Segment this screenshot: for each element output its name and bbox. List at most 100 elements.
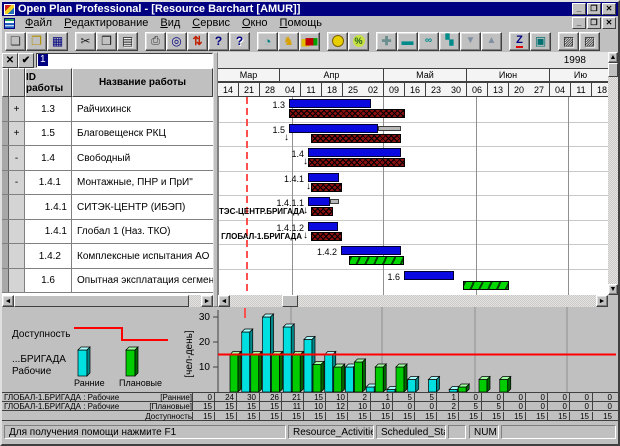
gantt-early-bar[interactable] xyxy=(341,246,401,255)
edit-input[interactable]: 1 xyxy=(36,52,213,68)
accept-edit-button[interactable]: ✔ xyxy=(18,52,34,68)
task-row-1.3[interactable]: +1.3 Райчихинск xyxy=(2,97,213,122)
percent-button[interactable]: % xyxy=(348,31,369,51)
minimize-button[interactable]: _ xyxy=(572,3,586,15)
left-hscrollbar-right-arrow[interactable]: ► xyxy=(201,295,213,307)
task-row-1.6[interactable]: 1.6 Опытная эксплатация сегмента xyxy=(2,269,213,293)
gantt-baseline-bar[interactable] xyxy=(308,158,405,167)
print-button[interactable]: ⎙ xyxy=(145,31,166,51)
name-column-header[interactable]: Название работы xyxy=(72,68,213,97)
pane-splitter[interactable] xyxy=(213,52,218,307)
task-row-1.4.2[interactable]: 1.4.2 Комплексные испытания АО xyxy=(2,244,213,269)
task-row-1.4[interactable]: -1.4 Свободный xyxy=(2,146,213,171)
status-view-name: Resource_Activities xyxy=(288,425,374,439)
resource-value-cell: 15 xyxy=(347,411,369,421)
row-header-cell[interactable] xyxy=(2,122,9,145)
gantt-early-bar[interactable] xyxy=(308,222,338,231)
link-bars-button[interactable]: ▚ xyxy=(439,31,460,51)
gantt-hscrollbar-track[interactable] xyxy=(218,295,608,307)
vscrollbar-down-arrow[interactable]: ▼ xyxy=(608,284,618,295)
child-restore-button[interactable]: ❐ xyxy=(587,17,601,29)
row-header-cell[interactable] xyxy=(2,171,9,194)
add-plus-button[interactable]: ✚ xyxy=(376,31,397,51)
task-row-1.4.1[interactable]: 1.4.1 СИТЭК-ЦЕНТР (ИБЭП) xyxy=(2,195,213,220)
row-header-cell[interactable] xyxy=(2,244,9,268)
expander-cell[interactable]: + xyxy=(9,122,25,145)
vscrollbar-track[interactable] xyxy=(608,52,618,295)
screen-view-icon: ▣ xyxy=(534,34,547,48)
resource-value-cell: 15 xyxy=(325,411,347,421)
gantt-early-bar[interactable] xyxy=(308,173,339,182)
expander-cell[interactable] xyxy=(9,220,25,243)
gantt-baseline-bar[interactable] xyxy=(311,232,342,241)
cut-scissors-button[interactable]: ✂ xyxy=(75,31,96,51)
gantt-baseline-bar[interactable] xyxy=(349,256,404,265)
row-header-cell[interactable] xyxy=(2,195,9,219)
id-column-header[interactable]: ID работы xyxy=(25,68,72,97)
gantt-baseline-bar[interactable] xyxy=(311,207,333,216)
resource-value-cell: 10 xyxy=(370,402,392,412)
row-header-cell[interactable] xyxy=(2,97,9,121)
time-analysis-clock-button[interactable]: ◔ xyxy=(257,31,278,51)
cost-barchart-button[interactable]: ▅ xyxy=(299,31,320,51)
gantt-baseline-bar[interactable] xyxy=(311,183,342,192)
gantt-hscrollbar-thumb[interactable] xyxy=(282,295,298,307)
update-arrows-button[interactable]: ⇅ xyxy=(187,31,208,51)
save-floppy-button[interactable]: ▦ xyxy=(47,31,68,51)
expander-cell[interactable]: - xyxy=(9,146,25,170)
screen-view-button[interactable]: ▣ xyxy=(530,31,551,51)
title-bar[interactable]: Open Plan Professional - [Resource Barch… xyxy=(2,2,618,16)
sort-z-button[interactable]: Z xyxy=(509,31,530,51)
row-header-cell[interactable] xyxy=(2,146,9,170)
gantt-baseline-bar[interactable] xyxy=(463,281,509,290)
coin-button[interactable] xyxy=(327,31,348,51)
gantt-hscrollbar-right-arrow[interactable]: ► xyxy=(596,295,608,307)
restore-button[interactable]: ❐ xyxy=(587,3,601,15)
resource-bird-button[interactable]: ♞ xyxy=(278,31,299,51)
left-hscrollbar-left-arrow[interactable]: ◄ xyxy=(2,295,14,307)
expander-cell[interactable] xyxy=(9,269,25,292)
gantt-early-bar[interactable] xyxy=(289,124,378,133)
remove-minus-button[interactable]: ▬ xyxy=(397,31,418,51)
gantt-hscrollbar-left-arrow[interactable]: ◄ xyxy=(218,295,230,307)
gantt-early-bar[interactable] xyxy=(404,271,454,280)
gantt-early-bar[interactable] xyxy=(308,148,401,157)
vscrollbar-up-arrow[interactable]: ▲ xyxy=(608,52,618,63)
move-down-button[interactable]: ▼ xyxy=(460,31,481,51)
help-button[interactable]: ? xyxy=(208,31,229,51)
document-icon[interactable] xyxy=(4,17,15,29)
left-hscrollbar-thumb[interactable] xyxy=(14,295,189,307)
task-table-body: +1.3 Райчихинск +1.5 Благовещенск РКЦ -1.4 Св… xyxy=(2,97,213,295)
row-header-cell[interactable] xyxy=(2,220,9,243)
expander-cell[interactable] xyxy=(9,244,25,268)
close-button[interactable]: ✕ xyxy=(602,3,616,15)
gantt-early-bar[interactable] xyxy=(289,99,371,108)
link-dots-button[interactable]: ∞ xyxy=(418,31,439,51)
child-close-button[interactable]: ✕ xyxy=(602,17,616,29)
vscrollbar-thumb[interactable] xyxy=(608,63,618,77)
move-up-button[interactable]: ▲ xyxy=(481,31,502,51)
gantt-baseline-bar[interactable] xyxy=(311,134,401,143)
gantt-baseline-bar[interactable] xyxy=(289,109,405,118)
expander-cell[interactable]: - xyxy=(9,171,25,194)
resource-value-cell: 26 xyxy=(259,393,281,402)
expander-cell[interactable]: + xyxy=(9,97,25,121)
cancel-edit-button[interactable]: ✕ xyxy=(2,52,18,68)
task-row-1.4.1[interactable]: 1.4.1 Глобал 1 (Наз. ТКО) xyxy=(2,220,213,244)
child-minimize-button[interactable]: _ xyxy=(572,17,586,29)
expander-cell[interactable] xyxy=(9,195,25,219)
new-document-button[interactable]: ❏ xyxy=(5,31,26,51)
task-row-1.4.1[interactable]: -1.4.1 Монтажные, ПНР и ПрИ" xyxy=(2,171,213,195)
open-folder-button[interactable]: ❐ xyxy=(26,31,47,51)
print-preview-button[interactable]: ◎ xyxy=(166,31,187,51)
gantt-early-bar[interactable] xyxy=(308,197,330,206)
copy-button[interactable]: ❒ xyxy=(96,31,117,51)
task-row-1.5[interactable]: +1.5 Благовещенск РКЦ xyxy=(2,122,213,146)
row-header-cell[interactable] xyxy=(2,269,9,292)
